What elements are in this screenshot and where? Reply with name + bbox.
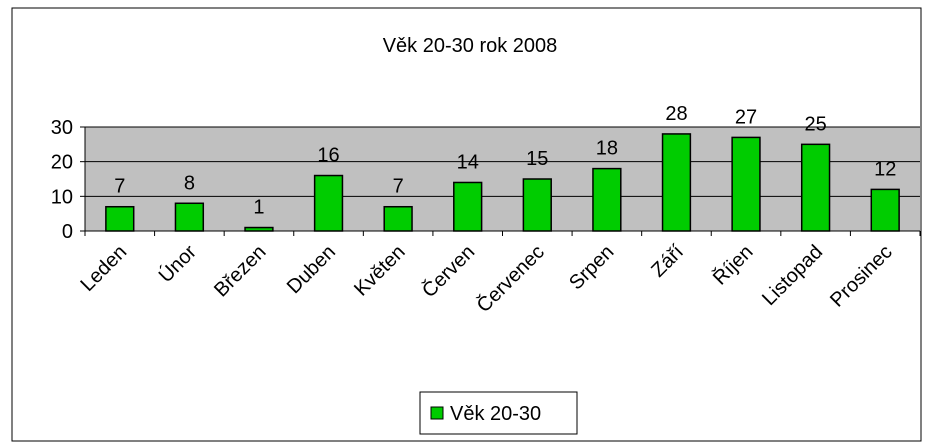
bar (731, 136, 761, 232)
bar (105, 205, 135, 232)
legend-swatch (430, 406, 444, 420)
y-tick-label: 0 (62, 221, 73, 243)
data-label: 18 (596, 138, 618, 160)
bar (870, 188, 900, 232)
bar (383, 205, 413, 232)
plot-area (85, 127, 920, 231)
bar (522, 178, 552, 232)
data-label: 7 (393, 176, 404, 198)
bar (661, 133, 692, 232)
bar (592, 167, 622, 232)
bar (453, 181, 483, 232)
data-label: 28 (665, 103, 687, 125)
data-label: 8 (184, 172, 195, 194)
bar (174, 202, 205, 232)
data-label: 15 (526, 148, 548, 170)
chart-title: Věk 20-30 rok 2008 (383, 35, 558, 57)
bar (313, 174, 344, 232)
data-label: 1 (253, 197, 264, 219)
legend-box (419, 391, 578, 435)
data-label: 16 (317, 145, 339, 167)
data-label: 7 (114, 176, 125, 198)
data-label: 12 (874, 158, 896, 180)
y-tick-label: 10 (51, 186, 73, 208)
bar (244, 226, 274, 232)
y-tick-label: 20 (51, 152, 73, 174)
bar (800, 143, 831, 232)
y-tick-label: 30 (51, 117, 73, 139)
data-label: 25 (805, 113, 827, 135)
legend-label: Věk 20-30 (450, 403, 541, 425)
data-label: 14 (457, 151, 479, 173)
data-label: 27 (735, 106, 757, 128)
